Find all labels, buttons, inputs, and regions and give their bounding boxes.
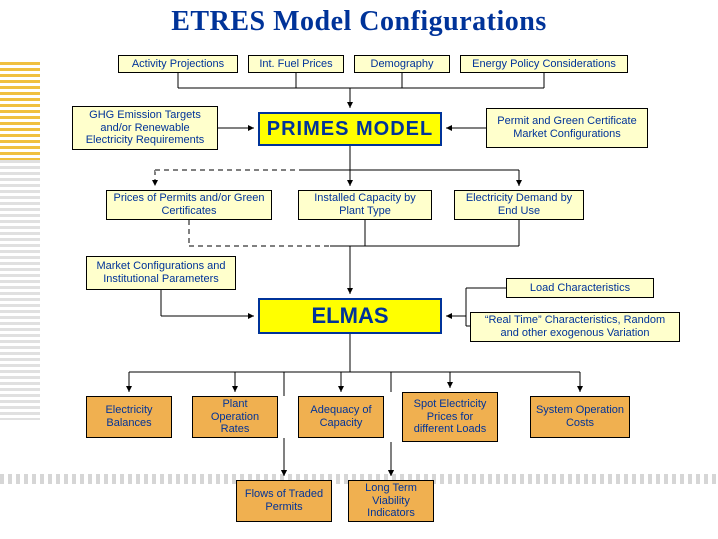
- node-long-term-viability: Long Term Viability Indicators: [348, 480, 434, 522]
- node-electricity-demand: Electricity Demand by End Use: [454, 190, 584, 220]
- node-primes-model: PRIMES MODEL: [258, 112, 442, 146]
- node-prices-permits: Prices of Permits and/or Green Certifica…: [106, 190, 272, 220]
- node-spot-prices: Spot Electricity Prices for different Lo…: [402, 392, 498, 442]
- node-ghg-targets: GHG Emission Targets and/or Renewable El…: [72, 106, 218, 150]
- node-int-fuel-prices: Int. Fuel Prices: [248, 55, 344, 73]
- node-plant-operation-rates: Plant Operation Rates: [192, 396, 278, 438]
- node-installed-capacity: Installed Capacity by Plant Type: [298, 190, 432, 220]
- node-adequacy-capacity: Adequacy of Capacity: [298, 396, 384, 438]
- node-elmas: ELMAS: [258, 298, 442, 334]
- node-load-characteristics: Load Characteristics: [506, 278, 654, 298]
- node-realtime: “Real Time” Characteristics, Random and …: [470, 312, 680, 342]
- node-activity-projections: Activity Projections: [118, 55, 238, 73]
- node-electricity-balances: Electricity Balances: [86, 396, 172, 438]
- node-demography: Demography: [354, 55, 450, 73]
- node-flows-traded-permits: Flows of Traded Permits: [236, 480, 332, 522]
- node-energy-policy: Energy Policy Considerations: [460, 55, 628, 73]
- node-system-op-costs: System Operation Costs: [530, 396, 630, 438]
- node-permit-green: Permit and Green Certificate Market Conf…: [486, 108, 648, 148]
- node-market-config: Market Configurations and Institutional …: [86, 256, 236, 290]
